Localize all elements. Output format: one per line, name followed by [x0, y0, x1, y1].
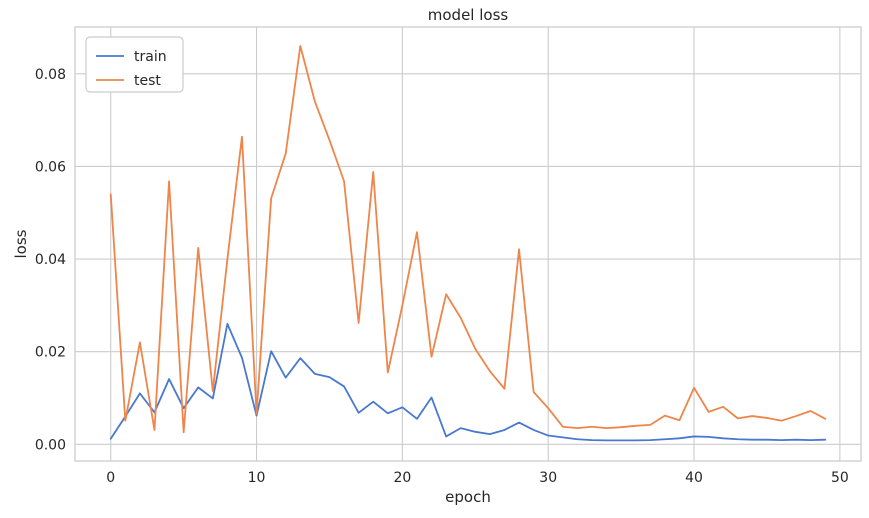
x-tick-label-50: 50 [831, 470, 849, 486]
y-tick-label-0.04: 0.04 [35, 252, 66, 268]
chart-title: model loss [427, 6, 509, 24]
x-tick-label-40: 40 [685, 470, 703, 486]
series-line-test [109, 45, 827, 434]
y-tick-label-0.08: 0.08 [35, 67, 66, 83]
x-axis-label: epoch [445, 488, 491, 506]
x-tick-label-0: 0 [106, 470, 115, 486]
y-tick-label-0.02: 0.02 [35, 345, 66, 361]
legend-box [85, 36, 184, 93]
x-tick-label-30: 30 [539, 470, 557, 486]
legend-label-test: test [134, 73, 161, 89]
x-tick-label-10: 10 [248, 470, 266, 486]
x-tick-label-20: 20 [393, 470, 411, 486]
y-tick-label-0.06: 0.06 [35, 159, 66, 175]
axes-frame [74, 26, 862, 462]
legend-label-train: train [134, 49, 167, 65]
y-axis-label: loss [12, 229, 30, 259]
y-tick-label-0.00: 0.00 [35, 437, 66, 453]
series-line-train [109, 322, 827, 442]
